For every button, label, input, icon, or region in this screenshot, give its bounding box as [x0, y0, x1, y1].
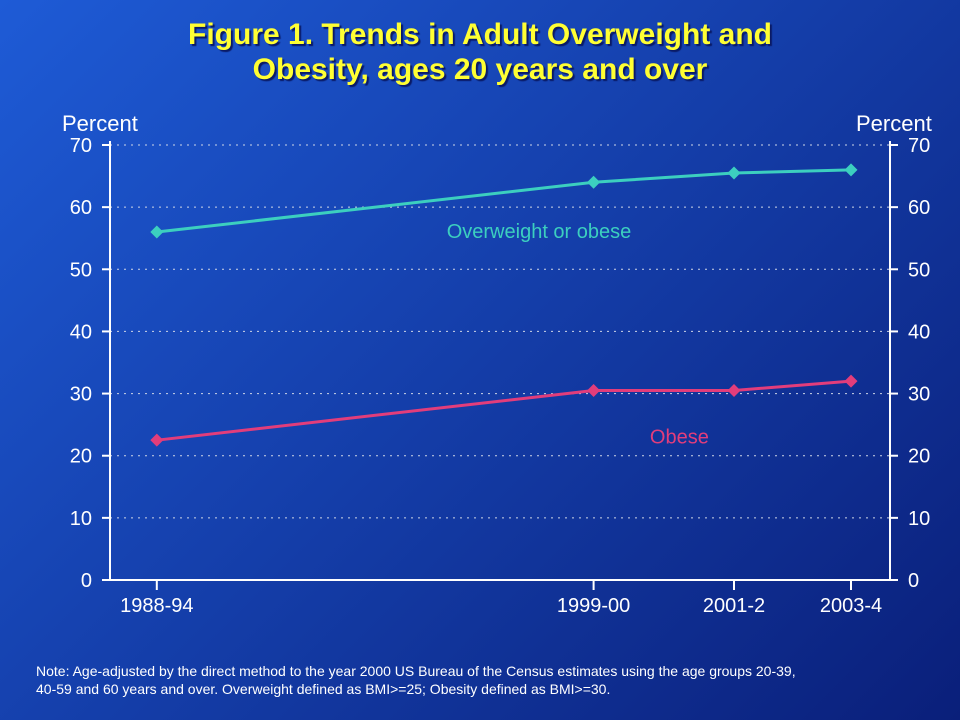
data-marker [845, 375, 858, 388]
series-line [157, 381, 851, 440]
data-marker [728, 384, 741, 397]
y-tick-label-left: 30 [70, 384, 92, 406]
x-tick-label: 2003-4 [820, 595, 882, 617]
y-tick-label-left: 20 [70, 446, 92, 468]
y-tick-label-right: 60 [908, 197, 930, 219]
y-tick-label-left: 60 [70, 197, 92, 219]
y-tick-label-right: 50 [908, 259, 930, 281]
y-tick-label-left: 50 [70, 259, 92, 281]
x-tick-label: 1999-00 [557, 595, 630, 617]
y-tick-label-left: 70 [70, 135, 92, 157]
y-tick-label-right: 70 [908, 135, 930, 157]
footnote-line1: Note: Age-adjusted by the direct method … [36, 663, 796, 679]
footnote-line2: 40-59 and 60 years and over. Overweight … [36, 681, 610, 697]
data-marker [728, 166, 741, 179]
y-tick-label-right: 40 [908, 321, 930, 343]
line-chart: 0 0 10 10 20 20 30 30 40 40 50 50 60 60 70 70 1988-94 199… [0, 0, 960, 720]
y-tick-label-right: 30 [908, 384, 930, 406]
y-tick-label-right: 0 [908, 570, 919, 592]
x-tick-label: 2001-2 [703, 595, 765, 617]
data-marker [587, 176, 600, 189]
data-marker [845, 163, 858, 176]
y-tick-label-left: 0 [81, 570, 92, 592]
data-marker [587, 384, 600, 397]
data-marker [150, 434, 163, 447]
footnote: Note: Age-adjusted by the direct method … [36, 663, 916, 698]
data-marker [150, 226, 163, 239]
x-tick-label: 1988-94 [120, 595, 193, 617]
y-tick-label-right: 10 [908, 508, 930, 530]
slide: Figure 1. Trends in Adult Overweight and… [0, 0, 960, 720]
y-tick-label-left: 40 [70, 321, 92, 343]
series-label: Obese [650, 426, 709, 448]
y-tick-label-left: 10 [70, 508, 92, 530]
series-label: Overweight or obese [447, 221, 632, 243]
y-tick-label-right: 20 [908, 446, 930, 468]
